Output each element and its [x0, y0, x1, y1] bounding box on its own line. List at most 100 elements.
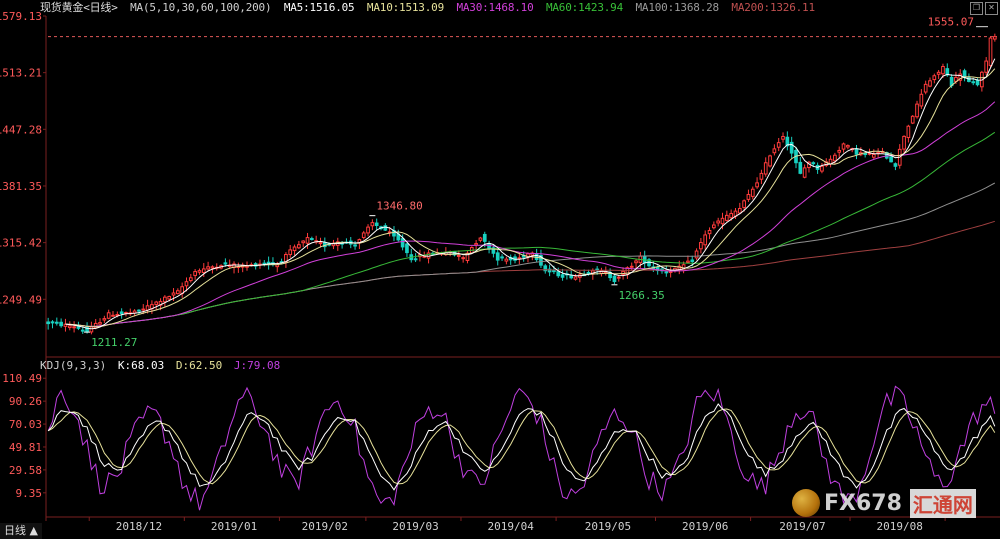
kdj-j-label: J:79.08	[233, 359, 281, 372]
candle-down	[854, 148, 859, 155]
candle-down	[76, 326, 81, 329]
ma60-label: MA60:1423.94	[545, 1, 624, 14]
candle-up	[284, 254, 288, 263]
ma100-label: MA100:1368.28	[635, 1, 719, 14]
candle-up	[988, 37, 993, 66]
candle-up	[111, 314, 115, 317]
annotation-label: 1211.27	[91, 336, 137, 349]
candle-up	[686, 260, 690, 263]
candle-up	[820, 165, 824, 172]
candle-up	[634, 260, 638, 264]
candle-up	[724, 214, 729, 221]
candle-up	[573, 276, 578, 280]
candle-down	[586, 271, 591, 274]
candle-down	[962, 70, 967, 78]
candle-down	[137, 309, 141, 312]
date-tick-label: 2019/01	[211, 520, 257, 533]
price-tick-label: 1579.13	[0, 10, 42, 23]
candle-up	[841, 143, 846, 150]
candle-down	[400, 238, 405, 248]
candle-up	[171, 292, 176, 296]
watermark-text: FX678	[824, 490, 902, 516]
candle-up	[616, 276, 621, 279]
candle-up	[699, 242, 703, 250]
candle-up	[297, 244, 301, 249]
candle-up	[941, 66, 945, 75]
candle-up	[366, 226, 370, 234]
candle-up	[915, 103, 919, 118]
candle-up	[720, 217, 725, 225]
price-tick-label: 1447.28	[0, 123, 42, 136]
candle-down	[491, 247, 496, 254]
candle-up	[141, 308, 146, 311]
candle-down	[612, 275, 617, 283]
kdj-tick-label: 9.35	[16, 487, 43, 500]
date-tick-label: 2019/02	[302, 520, 348, 533]
candle-down	[543, 265, 548, 272]
candle-up	[871, 153, 876, 158]
restore-window-icon[interactable]: ❐	[970, 2, 983, 15]
ma60-line	[74, 131, 996, 327]
close-window-icon[interactable]: ✕	[985, 2, 998, 15]
candle-down	[569, 274, 574, 279]
date-tick-label: 2019/06	[682, 520, 728, 533]
kdj-j-line	[47, 385, 996, 511]
instrument-title[interactable]: 现货黄金<日线>	[40, 1, 118, 14]
candle-up	[737, 208, 742, 214]
candle-up	[106, 312, 111, 319]
ma-params: MA(5,10,30,60,100,200)	[130, 1, 272, 14]
kdj-tick-label: 70.03	[9, 418, 42, 431]
candle-down	[560, 274, 565, 278]
candle-down	[46, 321, 51, 325]
candle-down	[552, 270, 556, 273]
annotation-label: 1266.35	[618, 289, 664, 302]
candle-up	[712, 224, 716, 229]
candle-down	[383, 225, 388, 231]
candle-up	[305, 237, 310, 244]
kdj-k-line	[47, 403, 996, 491]
candle-up	[772, 148, 777, 154]
kdj-d-label: D:62.50	[175, 359, 223, 372]
candle-up	[668, 271, 673, 274]
price-legend: 现货黄金<日线> MA(5,10,30,60,100,200) MA5:1516…	[40, 0, 821, 16]
candle-up	[910, 115, 915, 124]
date-tick-label: 2019/08	[877, 520, 923, 533]
candle-up	[992, 36, 997, 40]
kdj-k-label: K:68.03	[117, 359, 165, 372]
candle-up	[746, 194, 751, 200]
candle-up	[318, 242, 323, 245]
price-tick-label: 1249.49	[0, 293, 42, 306]
candle-up	[370, 222, 375, 227]
ma10-label: MA10:1513.09	[366, 1, 444, 14]
candle-up	[145, 305, 150, 311]
date-tick-label: 2019/07	[779, 520, 825, 533]
candle-down	[405, 243, 409, 254]
candle-down	[811, 162, 816, 165]
candle-down	[500, 256, 504, 259]
ma30-label: MA30:1468.10	[456, 1, 534, 14]
fx678-watermark: FX678 汇通网	[792, 486, 976, 520]
candle-down	[80, 329, 85, 332]
candle-up	[755, 182, 759, 188]
candle-up	[629, 265, 634, 268]
kdj-params[interactable]: KDJ(9,3,3)	[40, 359, 107, 372]
candle-down	[539, 254, 543, 266]
kdj-d-line	[47, 408, 996, 485]
candle-up	[984, 60, 989, 73]
candle-up	[936, 71, 941, 75]
date-tick-label: 2019/03	[392, 520, 438, 533]
period-tab[interactable]: 日线 ▲	[0, 523, 42, 539]
candle-down	[556, 271, 561, 277]
candle-up	[154, 301, 159, 305]
candle-up	[89, 326, 94, 333]
candle-up	[824, 161, 829, 166]
candle-up	[176, 290, 180, 295]
ma100-line	[74, 182, 996, 327]
candle-up	[461, 257, 465, 260]
ma30-line	[74, 101, 996, 327]
globe-logo-icon	[792, 489, 820, 517]
candle-down	[85, 326, 89, 333]
candle-down	[863, 153, 867, 156]
candle-up	[72, 326, 76, 329]
